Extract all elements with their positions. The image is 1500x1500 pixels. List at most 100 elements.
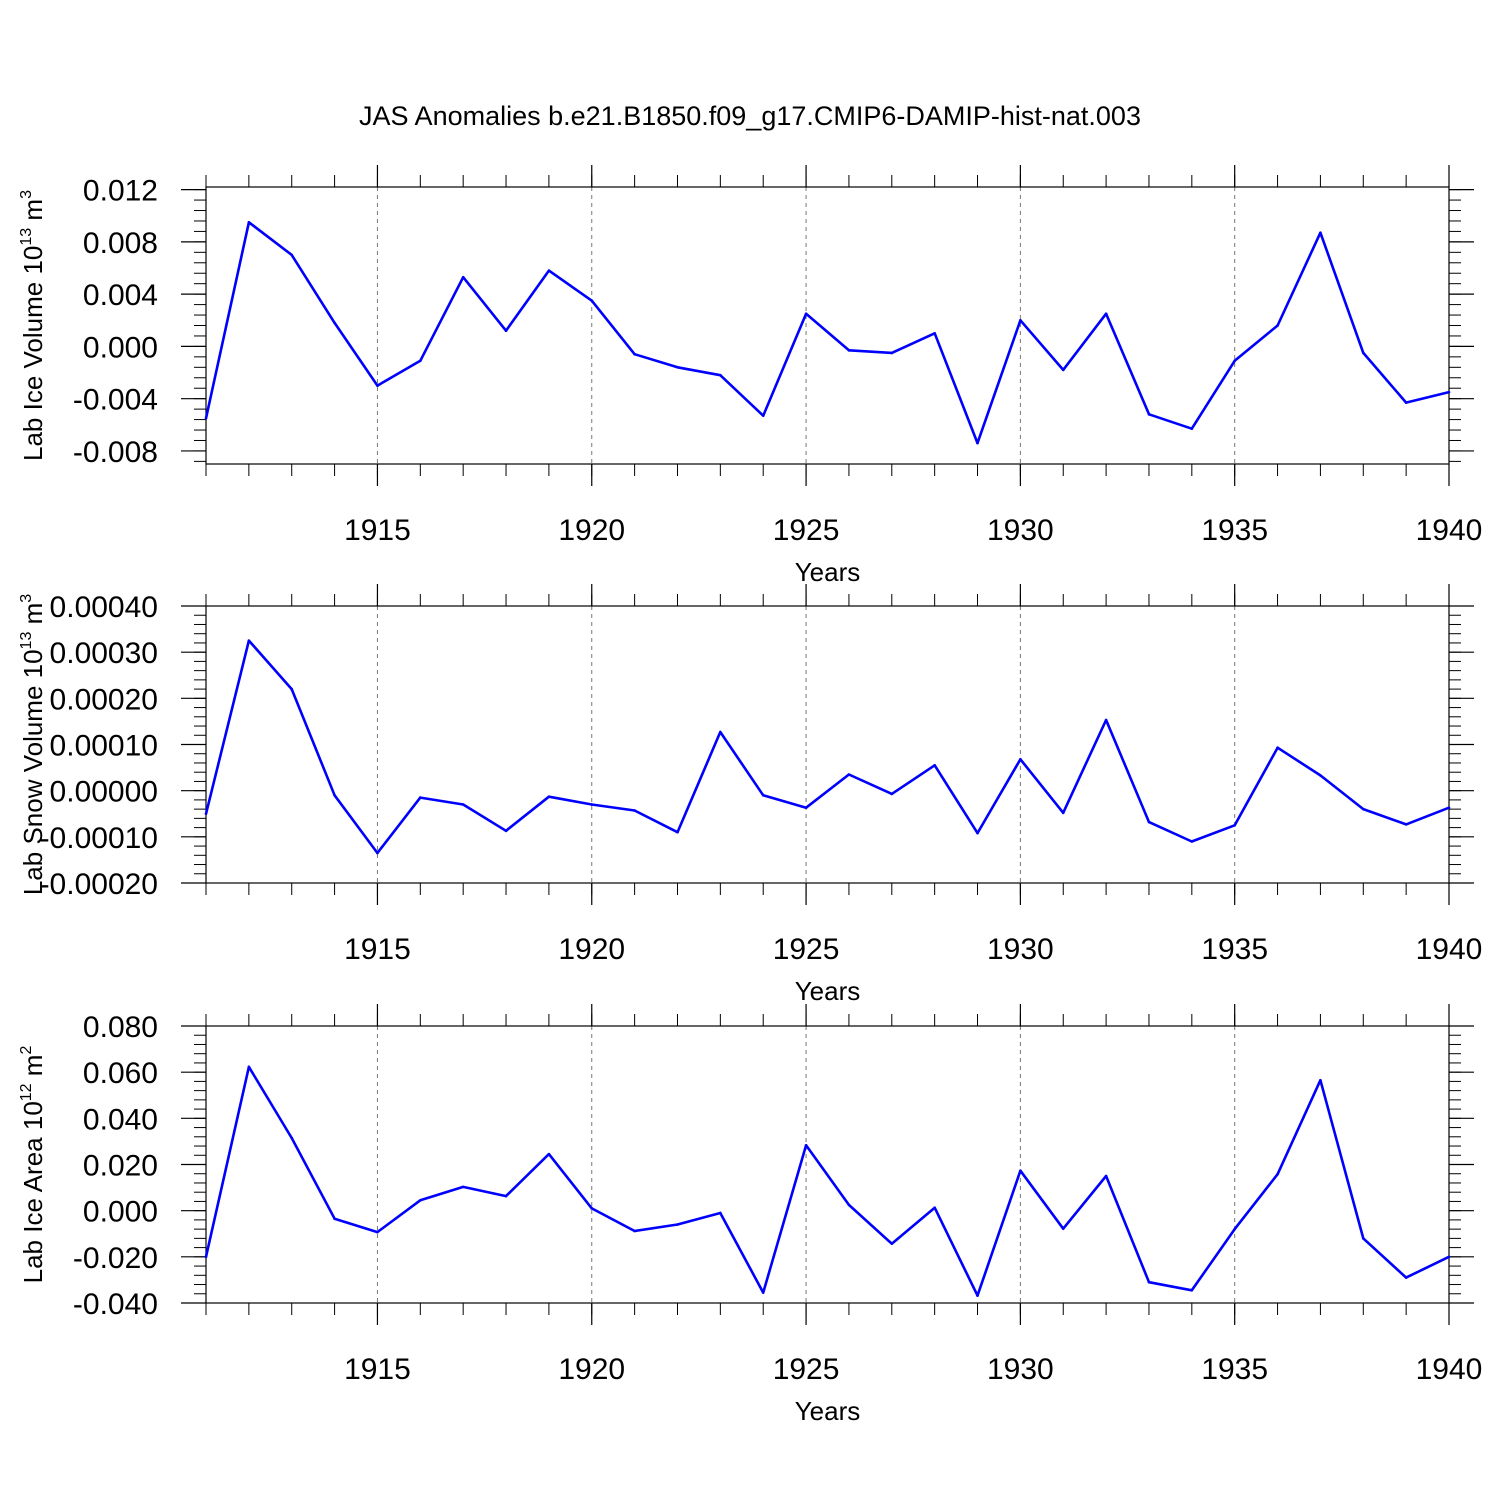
y-axis-label: Lab Ice Volume 1013 m3 (18, 190, 48, 461)
y-tick-label: 0.000 (83, 331, 158, 364)
x-tick-label: 1930 (987, 1353, 1054, 1386)
data-point (1404, 823, 1408, 826)
y-tick-label: 0.040 (83, 1103, 158, 1136)
y-label-exp: 2 (18, 1046, 35, 1055)
data-point (1361, 807, 1365, 811)
data-point (933, 763, 936, 767)
y-tick-label: 0.00040 (50, 591, 158, 624)
y-tick-label: 0.020 (83, 1150, 158, 1183)
data-point (547, 795, 551, 798)
x-tick-label: 1940 (1416, 514, 1483, 547)
data-point (204, 812, 208, 816)
panel-2: 1915 1920 1925 1930 1935 1940 -0.00020 -0.00010… (18, 584, 1482, 1006)
data-point (590, 299, 594, 302)
y-label-exp: 3 (18, 190, 35, 199)
y-tick-label: -0.00010 (40, 822, 158, 855)
data-point (1276, 324, 1279, 327)
data-point (1404, 1276, 1408, 1279)
data-point (1361, 351, 1365, 355)
x-tick-label: 1915 (344, 933, 411, 966)
x-axis-label: Years (795, 976, 861, 1006)
x-tick-label: 1920 (558, 514, 625, 547)
data-point (333, 321, 336, 325)
data-point (1104, 718, 1108, 722)
data-point (1190, 840, 1194, 843)
y-tick-label: 0.004 (83, 279, 158, 312)
y-tick-label: -0.00020 (40, 868, 158, 901)
x-tick-label: 1915 (344, 514, 411, 547)
data-point (1233, 823, 1236, 827)
y-label-main: Lab Snow Volume 10 (18, 649, 48, 895)
y-tick-label: -0.040 (73, 1288, 158, 1321)
y-label-unit: m (18, 603, 48, 632)
data-point (847, 349, 851, 352)
figure-title: JAS Anomalies b.e21.B1850.f09_g17.CMIP6-… (359, 101, 1141, 131)
data-point (976, 441, 979, 445)
data-point (761, 414, 765, 417)
data-point (333, 1217, 336, 1221)
data-point (847, 1203, 851, 1207)
data-point (247, 220, 251, 224)
data-point (1019, 757, 1022, 761)
y-tick-label: 0.00000 (50, 776, 158, 809)
data-point (290, 1136, 294, 1140)
data-point (633, 352, 636, 356)
y-label-exp: 13 (18, 228, 35, 246)
data-point (1147, 820, 1151, 824)
plot-frame (205, 1025, 1450, 1304)
y-label-main: Lab Ice Area 10 (18, 1101, 48, 1283)
y-label-main: Lab Ice Volume 10 (18, 246, 48, 461)
data-point (804, 806, 808, 810)
data-point (1233, 359, 1236, 363)
data-point (461, 1185, 465, 1189)
y-tick-label: -0.008 (73, 436, 158, 469)
data-point (419, 359, 422, 363)
data-point (761, 793, 765, 797)
data-point (1019, 318, 1022, 322)
data-point (676, 830, 679, 834)
data-point (547, 269, 551, 272)
data-point (1447, 806, 1451, 810)
data-point (633, 809, 636, 812)
x-tick-label: 1940 (1416, 933, 1483, 966)
data-point (890, 351, 894, 355)
y-label-exp: 13 (18, 632, 35, 650)
data-point (676, 366, 679, 369)
data-point (1319, 1078, 1322, 1082)
y-tick-label: 0.008 (83, 227, 158, 260)
data-point (333, 793, 336, 797)
data-point (719, 730, 722, 734)
x-tick-label: 1930 (987, 514, 1054, 547)
data-point (976, 1294, 979, 1297)
data-point (719, 373, 722, 377)
panel-1: 1915 1920 1925 1930 1935 1940 -0.008 -0.004 0.00… (18, 165, 1482, 587)
data-point (1361, 1237, 1365, 1240)
data-point (376, 851, 379, 855)
data-point (290, 687, 294, 691)
data-point (933, 1206, 936, 1209)
series-line (204, 221, 1450, 445)
data-point (847, 773, 851, 776)
data-point (247, 639, 251, 642)
y-label-exp: 3 (18, 594, 35, 603)
data-point (247, 1065, 251, 1069)
plot-frame (205, 186, 1450, 465)
data-point (1319, 231, 1322, 235)
data-point (1404, 401, 1408, 404)
data-point (1061, 1227, 1065, 1230)
data-point (976, 831, 979, 835)
y-tick-label: 0.060 (83, 1057, 158, 1090)
data-point (590, 803, 594, 806)
x-tick-label: 1915 (344, 1353, 411, 1386)
data-point (419, 1198, 422, 1202)
y-tick-label: -0.020 (73, 1242, 158, 1275)
data-point (1019, 1169, 1022, 1173)
data-point (804, 312, 808, 316)
data-point (890, 792, 894, 796)
data-point (1061, 811, 1065, 815)
data-point (1061, 368, 1065, 372)
data-point (633, 1229, 636, 1233)
y-label-exp: 12 (18, 1083, 35, 1101)
data-point (204, 1255, 208, 1259)
